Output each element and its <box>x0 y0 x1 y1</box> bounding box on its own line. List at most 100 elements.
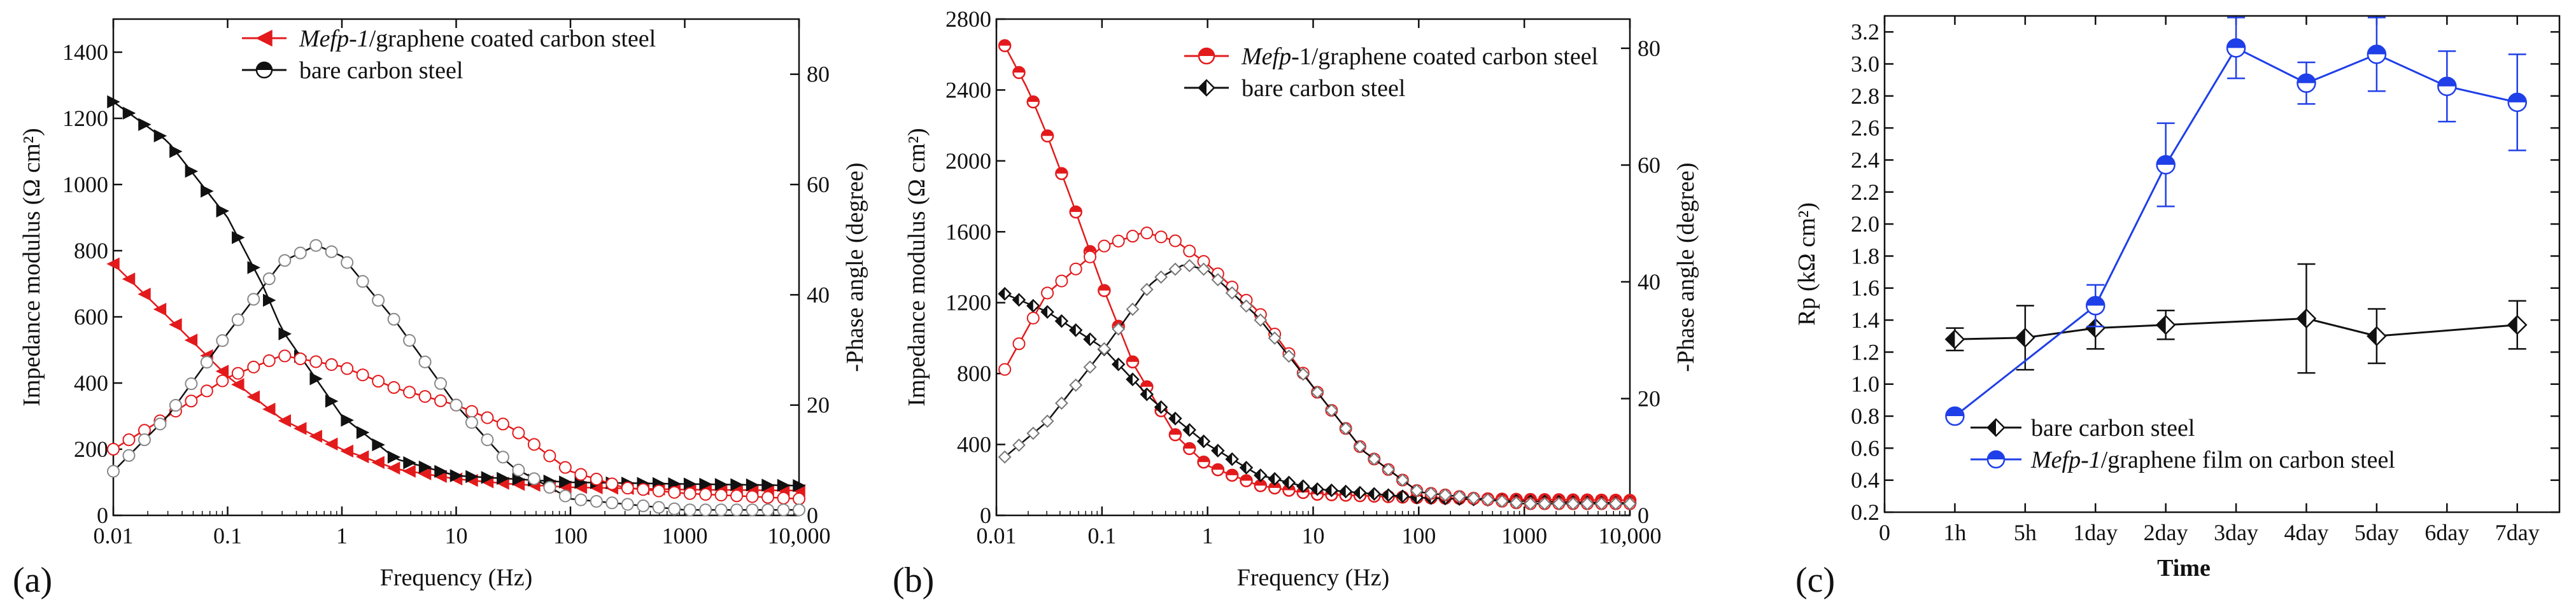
x-tick-label: 3day <box>2214 520 2258 545</box>
series-1-point <box>497 471 510 485</box>
x-tick-label: 0.1 <box>1087 523 1116 548</box>
series-3-point <box>1310 386 1324 399</box>
series-1-point-fill <box>1354 487 1361 499</box>
series-1-point-fill <box>1184 424 1190 436</box>
series-1-point <box>2437 76 2457 96</box>
y-right-tick-label: 80 <box>1638 36 1660 61</box>
series-0-point <box>402 464 416 478</box>
series-3-point <box>185 377 198 391</box>
series-3-group <box>998 259 1637 511</box>
series-2-point <box>1126 230 1139 243</box>
series-0-point-fill <box>999 39 1011 46</box>
series-2-point <box>325 358 338 371</box>
legend-marker-1-fill <box>1199 80 1207 95</box>
series-0-line <box>1004 45 1631 501</box>
series-1-point-fill <box>1084 333 1091 345</box>
x-tick-label: 100 <box>553 523 588 548</box>
y-right-axis-title: -Phase angle (degree) <box>1673 162 1699 372</box>
series-3-point <box>1324 403 1338 417</box>
series-3-point <box>746 503 759 517</box>
legend-label-0: Mefp-1/graphene coated carbon steel <box>1241 43 1598 70</box>
series-1-point <box>1140 387 1154 401</box>
series-1-point-fill <box>1297 480 1303 492</box>
series-1-point <box>418 460 432 474</box>
legend-marker-0-fill <box>1988 419 1996 436</box>
y-tick-label: 2.2 <box>1851 179 1879 205</box>
series-1-point <box>2156 155 2176 175</box>
series-1-point <box>1310 482 1324 496</box>
series-2-point <box>262 354 276 367</box>
series-3-point <box>434 377 448 390</box>
series-0-point <box>231 378 244 391</box>
series-3-point <box>1438 488 1452 502</box>
series-3-point <box>1339 422 1353 435</box>
y-left-tick-label: 2800 <box>945 6 991 32</box>
series-2-point <box>777 491 790 505</box>
series-1-point-fill <box>2438 77 2456 87</box>
series-1-point <box>1268 471 1282 486</box>
series-0-point-fill <box>2086 319 2096 337</box>
y-tick-label: 2.4 <box>1851 147 1879 172</box>
series-0-point <box>1040 129 1054 143</box>
series-3-point <box>465 415 478 429</box>
series-0-point-fill <box>2508 316 2517 334</box>
x-tick-label: 1h <box>1943 520 1966 545</box>
series-1-point-fill <box>1155 401 1161 413</box>
series-3-point <box>449 398 463 412</box>
series-3-point <box>1396 473 1410 487</box>
series-0-point-fill <box>1169 429 1181 435</box>
series-3-point <box>1012 438 1026 452</box>
legend-label-1: bare carbon steel <box>1242 75 1405 102</box>
series-2-point <box>699 487 712 501</box>
series-1-point <box>2507 92 2527 113</box>
series-2-point <box>590 473 603 486</box>
series-1-point-fill <box>1254 469 1261 481</box>
series-1-point <box>699 477 712 491</box>
series-3-point <box>1452 489 1466 503</box>
series-3-point <box>1481 492 1495 506</box>
series-1-point <box>2296 73 2316 93</box>
x-tick-label: 100 <box>1401 523 1436 548</box>
series-2-point <box>730 489 744 503</box>
series-3-point <box>605 496 619 510</box>
series-2-point <box>341 362 354 375</box>
series-3-point <box>1282 349 1296 363</box>
series-2-point <box>200 384 213 398</box>
series-1-point <box>2367 45 2387 64</box>
series-3-point <box>527 472 541 485</box>
series-3-point <box>1495 494 1509 508</box>
y-tick-label: 1.4 <box>1851 307 1879 333</box>
x-axis-title: Frequency (Hz) <box>1237 564 1390 591</box>
series-3-point <box>1623 497 1637 511</box>
y-tick-label: 1.2 <box>1851 339 1879 365</box>
series-3-point <box>793 503 805 517</box>
series-3-point <box>496 450 509 464</box>
y-left-tick-label: 1400 <box>62 39 108 65</box>
series-2-point <box>496 417 509 431</box>
y-left-tick-label: 1000 <box>62 172 108 197</box>
x-tick-label: 5day <box>2354 520 2399 545</box>
series-0-point <box>2296 308 2317 329</box>
series-3-point <box>278 254 292 267</box>
series-1-point <box>107 95 120 109</box>
series-1-point-fill <box>1212 445 1218 457</box>
x-tick-label: 7day <box>2495 520 2540 545</box>
chart-panel-c: 0 1h 5h 1day 2day 3day 4day 5day 6day 7day 0.2 0.4 0… <box>1770 0 2576 614</box>
legend-label-1: Mefp-1/graphene film on carbon steel <box>2030 447 2395 473</box>
series-3-point <box>1424 487 1438 500</box>
series-0-point-fill <box>1240 475 1252 481</box>
series-3-point <box>1510 496 1523 510</box>
series-3-point <box>621 498 634 511</box>
series-3-point <box>543 480 556 494</box>
series-1-point <box>232 231 245 244</box>
legend-label-1: bare carbon steel <box>299 57 463 84</box>
x-tick-label: 10,000 <box>1599 523 1662 548</box>
series-1-point <box>1182 422 1196 437</box>
y-left-tick-label: 2000 <box>945 148 991 174</box>
series-1-point-fill <box>1368 488 1375 500</box>
y-right-tick-label: 40 <box>1638 269 1660 295</box>
series-1-point <box>1211 443 1225 458</box>
series-1-point <box>138 118 152 131</box>
series-3-line <box>1004 264 1630 505</box>
series-3-point <box>1040 414 1054 428</box>
